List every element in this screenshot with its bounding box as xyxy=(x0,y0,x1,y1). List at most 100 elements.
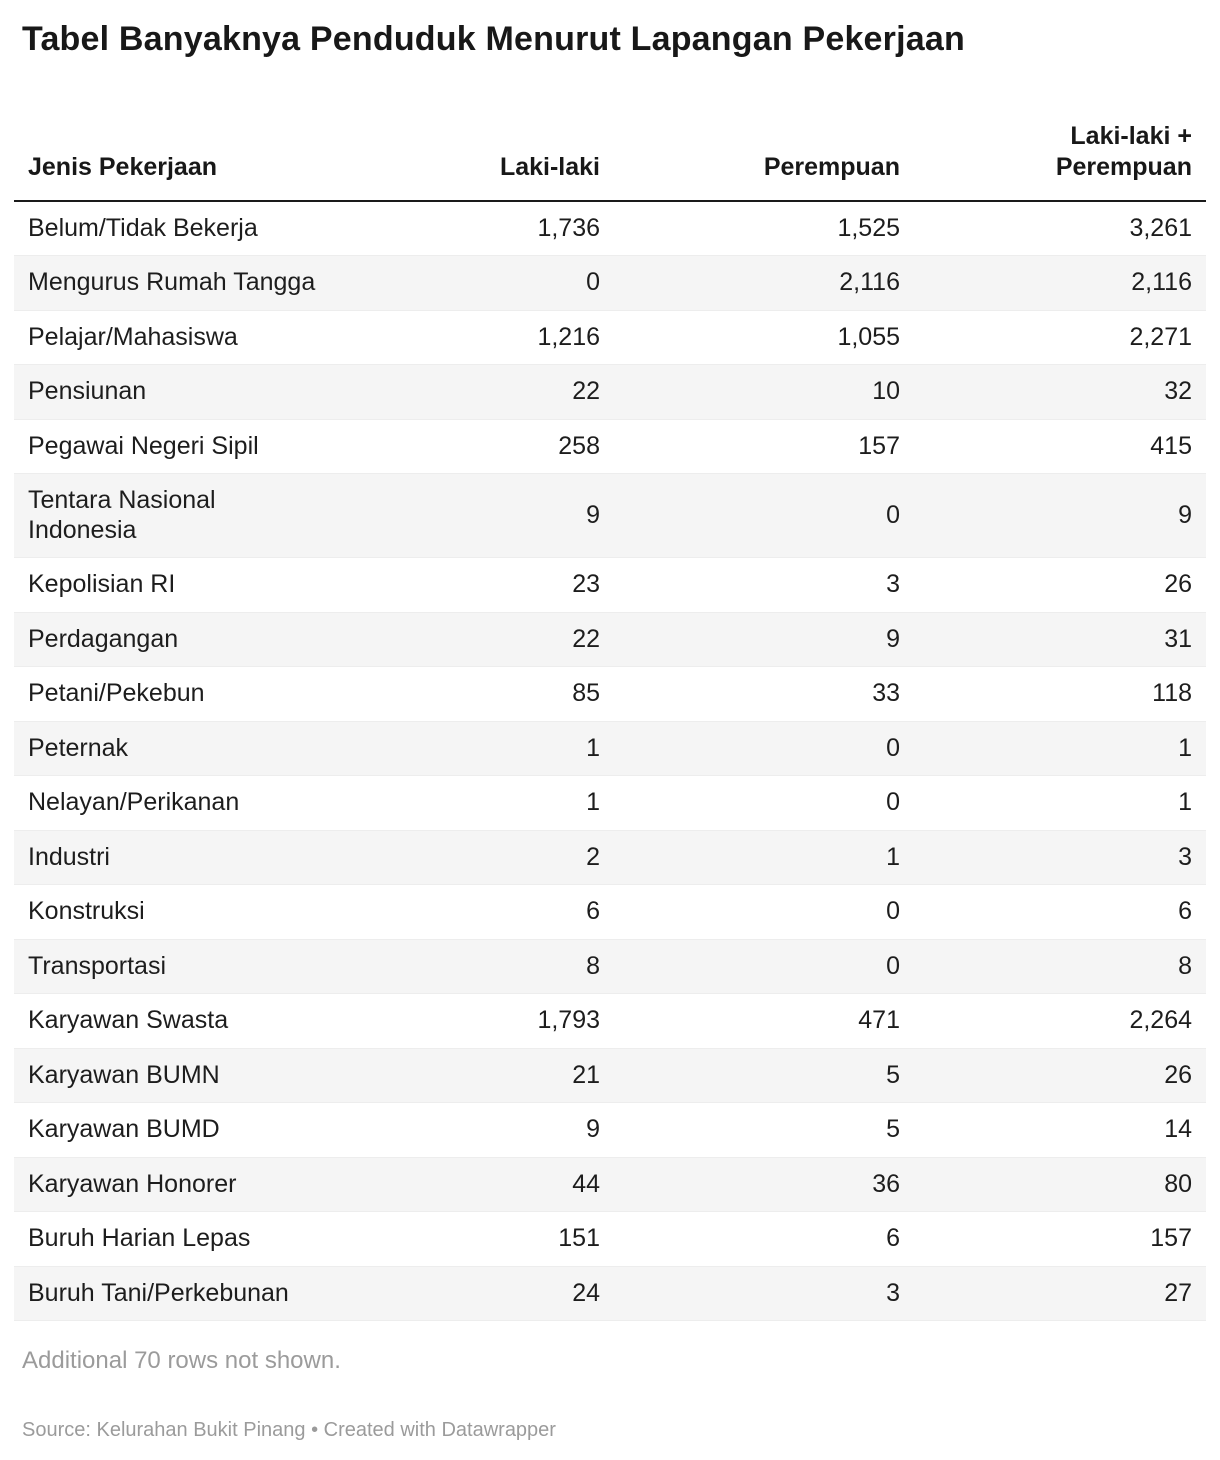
row-label: Konstruksi xyxy=(28,897,145,925)
cell-value: 5 xyxy=(614,1048,914,1103)
cell-value: 151 xyxy=(354,1211,614,1267)
cell-jenis-pekerjaan: Pensiunan xyxy=(14,364,354,420)
cell-value: 3 xyxy=(914,830,1206,885)
table-row: Karyawan BUMD 9 5 14 xyxy=(14,1102,1206,1158)
cell-value: 80 xyxy=(914,1157,1206,1212)
cell-jenis-pekerjaan: Karyawan BUMD xyxy=(14,1102,354,1158)
row-label: Karyawan BUMN xyxy=(28,1060,220,1089)
cell-value: 2,116 xyxy=(614,255,914,311)
cell-value: 1,736 xyxy=(354,200,614,256)
table-row: Nelayan/Perikanan 1 0 1 xyxy=(14,775,1206,831)
table-row: Karyawan Swasta 1,793 471 2,264 xyxy=(14,993,1206,1049)
table-row: Pegawai Negeri Sipil 258 157 415 xyxy=(14,419,1206,474)
additional-rows-note: Additional 70 rows not shown. xyxy=(22,1347,341,1374)
table-row: Pensiunan 22 10 32 xyxy=(14,364,1206,420)
cell-value: 23 xyxy=(354,557,614,613)
cell-value: 21 xyxy=(354,1048,614,1103)
cell-value: 157 xyxy=(614,419,914,474)
cell-value: 31 xyxy=(914,612,1206,667)
row-label: Transportasi xyxy=(28,951,167,980)
cell-value: 6 xyxy=(354,884,614,940)
population-table: Jenis Pekerjaan Laki-laki Perempuan Laki… xyxy=(14,111,1206,1321)
table-row: Pelajar/Mahasiswa 1,216 1,055 2,271 xyxy=(14,310,1206,365)
row-label: Mengurus Rumah Tangga xyxy=(28,268,316,296)
row-label: Industri xyxy=(28,842,110,871)
cell-value: 3 xyxy=(614,1266,914,1321)
cell-value: 0 xyxy=(354,255,614,311)
cell-jenis-pekerjaan: Tentara Nasional Indonesia xyxy=(14,473,354,558)
cell-value: 26 xyxy=(914,557,1206,613)
cell-value: 0 xyxy=(614,939,914,994)
cell-value: 157 xyxy=(914,1211,1206,1267)
column-header-perempuan: Perempuan xyxy=(614,111,914,202)
cell-value: 9 xyxy=(354,1102,614,1158)
table-row: Karyawan Honorer 44 36 80 xyxy=(14,1157,1206,1212)
cell-jenis-pekerjaan: Nelayan/Perikanan xyxy=(14,775,354,831)
cell-value: 0 xyxy=(614,721,914,776)
table-row: Karyawan BUMN 21 5 26 xyxy=(14,1048,1206,1103)
cell-value: 2,264 xyxy=(914,993,1206,1049)
cell-value: 8 xyxy=(354,939,614,994)
cell-jenis-pekerjaan: Karyawan Honorer xyxy=(14,1157,354,1212)
cell-value: 22 xyxy=(354,364,614,420)
cell-value: 14 xyxy=(914,1102,1206,1158)
cell-jenis-pekerjaan: Transportasi xyxy=(14,939,354,994)
table-row: Petani/Pekebun 85 33 118 xyxy=(14,666,1206,722)
cell-value: 1 xyxy=(614,830,914,885)
cell-jenis-pekerjaan: Konstruksi xyxy=(14,884,354,940)
cell-value: 6 xyxy=(914,884,1206,940)
cell-value: 27 xyxy=(914,1266,1206,1321)
table-row: Perdagangan 22 9 31 xyxy=(14,612,1206,667)
row-label: Buruh Harian Lepas xyxy=(28,1224,251,1252)
cell-value: 1,055 xyxy=(614,310,914,365)
row-label: Petani/Pekebun xyxy=(28,679,205,707)
cell-value: 118 xyxy=(914,666,1206,722)
row-label: Karyawan Honorer xyxy=(28,1169,237,1198)
cell-jenis-pekerjaan: Belum/Tidak Bekerja xyxy=(14,200,354,256)
cell-value: 0 xyxy=(614,884,914,940)
cell-value: 1 xyxy=(354,721,614,776)
table-row: Konstruksi 6 0 6 xyxy=(14,884,1206,940)
cell-jenis-pekerjaan: Perdagangan xyxy=(14,612,354,667)
row-label: Nelayan/Perikanan xyxy=(28,788,240,816)
cell-value: 258 xyxy=(354,419,614,474)
row-label: Kepolisian RI xyxy=(28,570,176,598)
table-row: Mengurus Rumah Tangga 0 2,116 2,116 xyxy=(14,255,1206,311)
row-label: Pegawai Negeri Sipil xyxy=(28,431,259,460)
cell-value: 1,793 xyxy=(354,993,614,1049)
table-row: Kepolisian RI 23 3 26 xyxy=(14,557,1206,613)
cell-jenis-pekerjaan: Buruh Tani/Perkebunan xyxy=(14,1266,354,1321)
row-label: Pensiunan xyxy=(28,377,147,405)
cell-value: 415 xyxy=(914,419,1206,474)
table-row: Industri 2 1 3 xyxy=(14,830,1206,885)
cell-value: 0 xyxy=(614,775,914,831)
table-header: Jenis Pekerjaan Laki-laki Perempuan Laki… xyxy=(14,111,1206,202)
row-label: Peternak xyxy=(28,733,129,762)
row-label: Karyawan BUMD xyxy=(28,1115,220,1143)
source-attribution: Source: Kelurahan Bukit Pinang • Created… xyxy=(22,1419,556,1441)
cell-jenis-pekerjaan: Petani/Pekebun xyxy=(14,666,354,722)
cell-value: 1 xyxy=(914,775,1206,831)
cell-value: 3,261 xyxy=(914,200,1206,256)
cell-jenis-pekerjaan: Kepolisian RI xyxy=(14,557,354,613)
row-label: Tentara Nasional Indonesia xyxy=(28,486,216,544)
cell-value: 26 xyxy=(914,1048,1206,1103)
row-label: Belum/Tidak Bekerja xyxy=(28,213,258,242)
cell-jenis-pekerjaan: Buruh Harian Lepas xyxy=(14,1211,354,1267)
cell-value: 22 xyxy=(354,612,614,667)
cell-value: 1,525 xyxy=(614,200,914,256)
cell-value: 2,271 xyxy=(914,310,1206,365)
cell-value: 24 xyxy=(354,1266,614,1321)
cell-value: 9 xyxy=(914,473,1206,558)
cell-jenis-pekerjaan: Pegawai Negeri Sipil xyxy=(14,419,354,474)
table-row: Tentara Nasional Indonesia 9 0 9 xyxy=(14,473,1206,558)
cell-value: 471 xyxy=(614,993,914,1049)
cell-jenis-pekerjaan: Peternak xyxy=(14,721,354,776)
column-header-total: Laki-laki + Perempuan xyxy=(914,111,1206,202)
cell-value: 85 xyxy=(354,666,614,722)
cell-value: 1 xyxy=(914,721,1206,776)
cell-value: 2,116 xyxy=(914,255,1206,311)
page-title: Tabel Banyaknya Penduduk Menurut Lapanga… xyxy=(22,20,965,58)
cell-value: 6 xyxy=(614,1211,914,1267)
cell-value: 32 xyxy=(914,364,1206,420)
